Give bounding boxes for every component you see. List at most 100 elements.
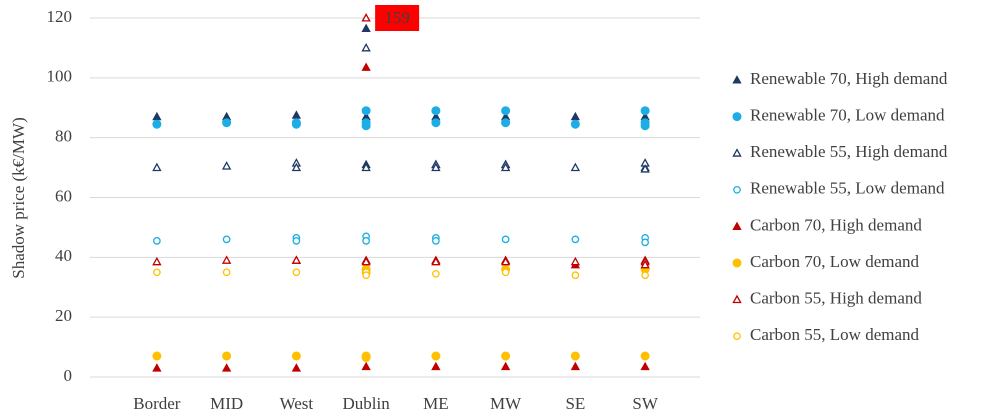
- point: [431, 162, 441, 172]
- y-tick-label: 80: [55, 127, 72, 146]
- point: [361, 162, 371, 172]
- point: [431, 118, 441, 128]
- x-tick-label: Dublin: [343, 394, 391, 413]
- point: [431, 351, 441, 361]
- point: [222, 351, 232, 361]
- point: [362, 271, 370, 280]
- y-tick-label: 20: [55, 306, 72, 325]
- point: [221, 161, 232, 170]
- point: [641, 238, 649, 247]
- point: [361, 121, 371, 131]
- legend-label: Renewable 55, Low demand: [750, 179, 945, 198]
- point: [291, 255, 302, 264]
- point: [152, 363, 162, 372]
- point: [432, 269, 440, 278]
- point: [291, 110, 302, 119]
- legend-marker: [732, 258, 742, 268]
- value-label: 159: [384, 8, 410, 27]
- x-tick-label: MW: [490, 394, 522, 413]
- point: [221, 363, 232, 372]
- point: [570, 351, 580, 361]
- point: [291, 119, 301, 129]
- point: [501, 235, 510, 244]
- point: [640, 259, 650, 269]
- point: [152, 256, 162, 266]
- x-tick-label: Border: [133, 394, 181, 413]
- point: [500, 361, 511, 371]
- point: [501, 351, 511, 361]
- legend-label: Renewable 70, High demand: [750, 69, 948, 88]
- legend-label: Renewable 70, Low demand: [750, 106, 945, 125]
- point: [361, 62, 371, 71]
- legend-marker: [732, 148, 742, 157]
- point: [291, 363, 302, 372]
- point: [222, 268, 231, 277]
- point: [221, 255, 232, 264]
- y-tick-label: 100: [47, 67, 73, 86]
- legend-marker: [733, 332, 741, 341]
- point: [361, 13, 371, 22]
- x-tick-label: West: [280, 394, 314, 413]
- point: [570, 256, 581, 266]
- point: [152, 111, 162, 121]
- legend-marker: [732, 112, 742, 122]
- point: [571, 271, 580, 280]
- point: [640, 106, 650, 116]
- point: [570, 111, 581, 121]
- point: [641, 271, 649, 280]
- point: [222, 235, 231, 244]
- point: [361, 256, 371, 266]
- point: [291, 351, 301, 361]
- y-tick-label: 0: [64, 366, 73, 385]
- point: [640, 351, 650, 361]
- legend-marker: [732, 75, 742, 84]
- point: [153, 268, 161, 277]
- point: [501, 106, 511, 116]
- point: [500, 162, 511, 172]
- point: [361, 106, 371, 116]
- legend-marker: [732, 294, 742, 304]
- value-label-box: [375, 5, 420, 31]
- legend-label: Carbon 55, Low demand: [750, 325, 920, 344]
- y-tick-label: 60: [55, 186, 72, 205]
- point: [152, 119, 162, 129]
- point: [361, 353, 371, 363]
- point: [570, 361, 581, 371]
- point: [361, 42, 371, 52]
- x-tick-label: MID: [210, 394, 243, 413]
- point: [640, 121, 650, 131]
- point: [640, 164, 650, 173]
- legend-label: Carbon 70, Low demand: [750, 252, 920, 271]
- point: [152, 162, 162, 172]
- point: [501, 268, 510, 277]
- point: [571, 235, 580, 244]
- point: [570, 162, 581, 172]
- point: [431, 256, 441, 266]
- legend-marker: [733, 185, 741, 194]
- point: [570, 119, 580, 129]
- point: [431, 106, 441, 116]
- y-tick-label: 120: [47, 7, 73, 26]
- y-tick-label: 40: [55, 246, 72, 265]
- point: [431, 361, 441, 371]
- point: [153, 237, 161, 245]
- point: [222, 118, 232, 128]
- legend-marker: [732, 221, 742, 230]
- point: [361, 23, 371, 33]
- legend-label: Carbon 70, High demand: [750, 215, 922, 234]
- y-axis-label: Shadow price (k€/MW): [9, 117, 28, 278]
- point: [640, 361, 650, 371]
- point: [291, 162, 302, 172]
- point: [292, 268, 301, 277]
- x-tick-label: SE: [565, 394, 585, 413]
- point: [432, 237, 440, 245]
- point: [362, 237, 370, 245]
- point: [292, 237, 301, 245]
- point: [501, 118, 511, 128]
- x-tick-label: SW: [632, 394, 658, 413]
- point: [361, 361, 371, 371]
- legend-label: Carbon 55, High demand: [750, 289, 922, 308]
- legend-label: Renewable 55, High demand: [750, 142, 948, 161]
- point: [500, 256, 511, 266]
